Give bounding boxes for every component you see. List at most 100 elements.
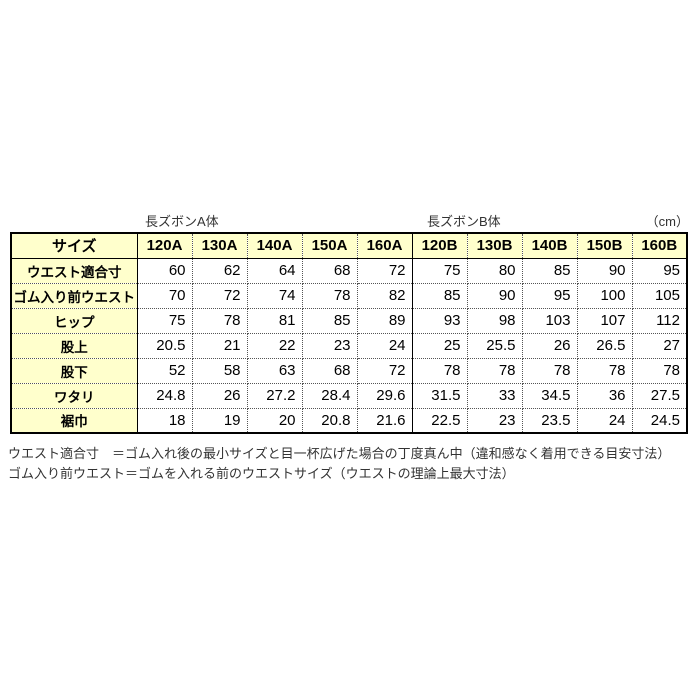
value-cell: 20 bbox=[246, 407, 303, 434]
value-cell: 105 bbox=[631, 282, 688, 309]
header-cell-160A: 160A bbox=[356, 232, 413, 259]
value-cell: 80 bbox=[466, 257, 523, 284]
table-header-row: サイズ 120A 130A 140A 150A 160A 120B 130B 140B 150B 1… bbox=[10, 232, 688, 259]
value-cell: 78 bbox=[576, 357, 633, 384]
header-cell-120B: 120B bbox=[411, 232, 468, 259]
value-cell: 75 bbox=[411, 257, 468, 284]
value-cell: 26 bbox=[521, 332, 578, 359]
value-cell: 20.5 bbox=[136, 332, 193, 359]
value-cell: 21 bbox=[191, 332, 248, 359]
header-cell-130B: 130B bbox=[466, 232, 523, 259]
footnote-waist-fit: ウエスト適合寸 ＝ゴム入れ後の最小サイズと目一杯広げた場合の丁度真ん中（違和感な… bbox=[8, 446, 671, 461]
value-cell: 19 bbox=[191, 407, 248, 434]
value-cell: 72 bbox=[356, 257, 413, 284]
value-cell: 23.5 bbox=[521, 407, 578, 434]
value-cell: 23 bbox=[301, 332, 358, 359]
value-cell: 78 bbox=[301, 282, 358, 309]
row-label: 裾巾 bbox=[10, 407, 138, 434]
header-cell-150B: 150B bbox=[576, 232, 633, 259]
table-row: ウエスト適合寸 60 62 64 68 72 75 80 85 90 95 bbox=[10, 257, 688, 284]
footnotes: ウエスト適合寸 ＝ゴム入れ後の最小サイズと目一杯広げた場合の丁度真ん中（違和感な… bbox=[8, 444, 670, 484]
unit-label: （cm） bbox=[645, 214, 689, 229]
value-cell: 24 bbox=[576, 407, 633, 434]
value-cell: 112 bbox=[631, 307, 688, 334]
value-cell: 28.4 bbox=[301, 382, 358, 409]
value-cell: 68 bbox=[301, 357, 358, 384]
value-cell: 93 bbox=[411, 307, 468, 334]
value-cell: 103 bbox=[521, 307, 578, 334]
value-cell: 85 bbox=[301, 307, 358, 334]
section-b-title: 長ズボンB体 bbox=[427, 214, 501, 229]
value-cell: 90 bbox=[466, 282, 523, 309]
value-cell: 64 bbox=[246, 257, 303, 284]
value-cell: 23 bbox=[466, 407, 523, 434]
value-cell: 27 bbox=[631, 332, 688, 359]
table-row: ヒップ 75 78 81 85 89 93 98 103 107 112 bbox=[10, 307, 688, 334]
section-a-title: 長ズボンA体 bbox=[145, 214, 219, 229]
row-label: 股下 bbox=[10, 357, 138, 384]
row-label: ウエスト適合寸 bbox=[10, 257, 138, 284]
value-cell: 89 bbox=[356, 307, 413, 334]
footnote-pre-elastic-waist: ゴム入り前ウエスト＝ゴムを入れる前のウエストサイズ（ウエストの理論上最大寸法） bbox=[8, 466, 515, 481]
size-table: サイズ 120A 130A 140A 150A 160A 120B 130B 140B 150B 1… bbox=[10, 232, 688, 434]
value-cell: 85 bbox=[521, 257, 578, 284]
value-cell: 29.6 bbox=[356, 382, 413, 409]
value-cell: 27.2 bbox=[246, 382, 303, 409]
header-cell-120A: 120A bbox=[136, 232, 193, 259]
table-row: ゴム入り前ウエスト 70 72 74 78 82 85 90 95 100 105 bbox=[10, 282, 688, 309]
value-cell: 72 bbox=[356, 357, 413, 384]
value-cell: 95 bbox=[521, 282, 578, 309]
value-cell: 70 bbox=[136, 282, 193, 309]
value-cell: 26 bbox=[191, 382, 248, 409]
header-cell-140A: 140A bbox=[246, 232, 303, 259]
value-cell: 27.5 bbox=[631, 382, 688, 409]
value-cell: 33 bbox=[466, 382, 523, 409]
value-cell: 62 bbox=[191, 257, 248, 284]
table-row: 股下 52 58 63 68 72 78 78 78 78 78 bbox=[10, 357, 688, 384]
value-cell: 18 bbox=[136, 407, 193, 434]
value-cell: 74 bbox=[246, 282, 303, 309]
value-cell: 78 bbox=[411, 357, 468, 384]
value-cell: 20.8 bbox=[301, 407, 358, 434]
value-cell: 107 bbox=[576, 307, 633, 334]
row-label: 股上 bbox=[10, 332, 138, 359]
header-cell-130A: 130A bbox=[191, 232, 248, 259]
value-cell: 26.5 bbox=[576, 332, 633, 359]
row-label: ワタリ bbox=[10, 382, 138, 409]
value-cell: 75 bbox=[136, 307, 193, 334]
header-cell-140B: 140B bbox=[521, 232, 578, 259]
table-row: 裾巾 18 19 20 20.8 21.6 22.5 23 23.5 24 24.5 bbox=[10, 407, 688, 434]
value-cell: 24.8 bbox=[136, 382, 193, 409]
value-cell: 25 bbox=[411, 332, 468, 359]
row-label: ヒップ bbox=[10, 307, 138, 334]
value-cell: 36 bbox=[576, 382, 633, 409]
value-cell: 22.5 bbox=[411, 407, 468, 434]
value-cell: 82 bbox=[356, 282, 413, 309]
header-cell-150A: 150A bbox=[301, 232, 358, 259]
value-cell: 100 bbox=[576, 282, 633, 309]
value-cell: 78 bbox=[521, 357, 578, 384]
value-cell: 98 bbox=[466, 307, 523, 334]
value-cell: 25.5 bbox=[466, 332, 523, 359]
table-row: 股上 20.5 21 22 23 24 25 25.5 26 26.5 27 bbox=[10, 332, 688, 359]
value-cell: 60 bbox=[136, 257, 193, 284]
value-cell: 81 bbox=[246, 307, 303, 334]
value-cell: 78 bbox=[466, 357, 523, 384]
value-cell: 34.5 bbox=[521, 382, 578, 409]
value-cell: 31.5 bbox=[411, 382, 468, 409]
value-cell: 21.6 bbox=[356, 407, 413, 434]
value-cell: 90 bbox=[576, 257, 633, 284]
value-cell: 58 bbox=[191, 357, 248, 384]
header-cell-size: サイズ bbox=[10, 232, 138, 259]
value-cell: 78 bbox=[191, 307, 248, 334]
value-cell: 63 bbox=[246, 357, 303, 384]
value-cell: 22 bbox=[246, 332, 303, 359]
table-row: ワタリ 24.8 26 27.2 28.4 29.6 31.5 33 34.5 36 27.5 bbox=[10, 382, 688, 409]
row-label: ゴム入り前ウエスト bbox=[10, 282, 138, 309]
value-cell: 68 bbox=[301, 257, 358, 284]
value-cell: 52 bbox=[136, 357, 193, 384]
header-cell-160B: 160B bbox=[631, 232, 688, 259]
value-cell: 78 bbox=[631, 357, 688, 384]
value-cell: 95 bbox=[631, 257, 688, 284]
